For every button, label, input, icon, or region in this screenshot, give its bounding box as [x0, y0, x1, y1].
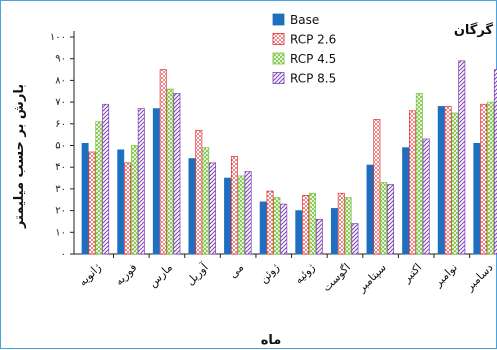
bar-rcp-4-5	[415, 93, 423, 255]
bar-rcp-8-5	[351, 223, 359, 255]
legend-swatch	[272, 33, 285, 45]
bar-rcp-4-5	[273, 197, 281, 255]
bar-base	[81, 142, 89, 255]
x-axis-label: ماه	[261, 333, 282, 348]
bar-rcp-8-5	[387, 184, 395, 255]
x-tick-label: سپتامبر	[354, 261, 388, 295]
y-tick-label: ۴۰	[55, 162, 66, 173]
bar-base	[330, 208, 338, 255]
bar-rcp-2-6	[195, 129, 203, 255]
y-tick-label: ۵۰	[55, 141, 66, 152]
y-tick-label: ۳۰	[55, 184, 66, 195]
bar-rcp-8-5	[244, 171, 252, 255]
x-tick-label: ژوئیه	[292, 261, 317, 286]
bar-rcp-4-5	[487, 101, 495, 255]
bar-rcp-2-6	[444, 106, 452, 255]
legend-label: RCP 8.5	[290, 72, 336, 86]
bar-rcp-8-5	[493, 69, 497, 255]
x-tick-label: ژانویه	[76, 261, 104, 289]
bar-rcp-4-5	[451, 112, 459, 255]
y-tick-label: ۹۰	[55, 54, 66, 65]
bar-rcp-2-6	[302, 195, 310, 255]
bar-rcp-8-5	[102, 103, 110, 255]
x-tick-label: ژوئن	[257, 261, 282, 286]
bar-rcp-8-5	[315, 218, 323, 255]
legend-label: Base	[290, 13, 319, 27]
bar-rcp-4-5	[95, 121, 103, 255]
x-tick-label: فوریه	[112, 261, 139, 288]
bar-base	[402, 147, 410, 255]
bar-base	[117, 149, 125, 255]
y-axis-label: بارش بر حسب میلیمتر	[12, 84, 27, 229]
y-tick-label: ۱۰	[55, 227, 66, 238]
bar-rcp-4-5	[202, 147, 210, 255]
bar-rcp-2-6	[124, 162, 132, 255]
bar-rcp-2-6	[337, 192, 345, 255]
x-tick-label: نوامبر	[431, 261, 460, 290]
bar-rcp-2-6	[373, 119, 381, 255]
bar-rcp-2-6	[266, 190, 274, 255]
bar-rcp-4-5	[130, 145, 138, 255]
y-tick-label: ۶۰	[55, 119, 66, 130]
bar-rcp-2-6	[480, 103, 488, 255]
chart-title: گرگان	[454, 22, 494, 38]
legend-swatch	[272, 72, 285, 84]
x-tick-label: آوریل	[183, 260, 211, 288]
bar-base	[224, 177, 232, 255]
bar-rcp-8-5	[458, 60, 466, 255]
y-tick-label: ۲۰	[55, 206, 66, 217]
x-tick-label: مارس	[146, 261, 175, 290]
bar-base	[366, 164, 374, 255]
legend-label: RCP 2.6	[290, 33, 336, 47]
y-tick-label: ۱۰۰	[50, 32, 66, 43]
bar-rcp-2-6	[230, 156, 238, 255]
x-tick-label: دسامبر	[462, 261, 495, 294]
bar-base	[188, 158, 196, 255]
bar-rcp-8-5	[422, 138, 430, 255]
bar-base	[295, 210, 303, 255]
bar-rcp-2-6	[88, 151, 96, 255]
bar-rcp-8-5	[280, 203, 288, 255]
bar-rcp-2-6	[409, 110, 416, 255]
y-tick-label: ۷۰	[55, 97, 66, 108]
y-tick-label: ۸۰	[55, 75, 66, 86]
bar-rcp-2-6	[159, 69, 167, 255]
bar-rcp-4-5	[166, 88, 174, 255]
bar-rcp-4-5	[309, 192, 316, 255]
bar-rcp-4-5	[237, 175, 245, 255]
bar-rcp-4-5	[380, 182, 388, 255]
bar-rcp-8-5	[209, 162, 216, 255]
legend-swatch	[272, 13, 285, 26]
bar-rcp-8-5	[137, 108, 145, 255]
bar-base	[437, 106, 445, 255]
bar-rcp-4-5	[344, 197, 352, 255]
legend-swatch	[272, 52, 285, 65]
bar-base	[259, 201, 267, 255]
bar-base	[473, 142, 481, 255]
x-tick-label: می	[226, 261, 246, 281]
legend-label: RCP 4.5	[290, 52, 336, 66]
x-tick-label: اگوست	[320, 261, 353, 294]
bar-base	[152, 108, 160, 255]
x-tick-label: اکتبر	[400, 261, 425, 286]
y-tick-label: ۰	[61, 249, 66, 260]
bar-rcp-8-5	[173, 93, 181, 255]
